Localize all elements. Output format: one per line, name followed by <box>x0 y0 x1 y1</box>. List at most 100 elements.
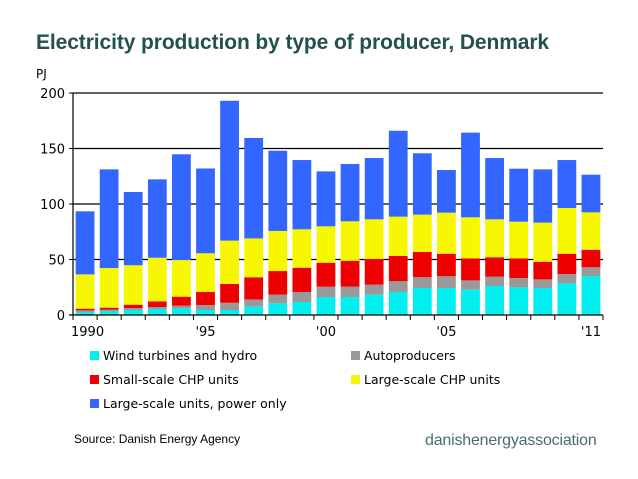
bar-segment-2001-s2 <box>340 260 360 287</box>
bar-segment-2007-s4 <box>485 158 504 220</box>
bar-segment-2011-s0 <box>581 276 601 315</box>
bar-segment-2000-s0 <box>316 297 336 315</box>
bar-segment-2001-s3 <box>340 221 360 261</box>
bar-segment-2011-s3 <box>581 212 601 250</box>
legend-swatch-wind <box>90 351 99 360</box>
bar-segment-1995-s1 <box>196 305 215 311</box>
bar-segment-1993-s0 <box>147 309 167 315</box>
x-tick-label: '95 <box>195 325 215 340</box>
bar-segment-2011-s4 <box>581 174 601 213</box>
bar-segment-1996-s4 <box>220 100 239 241</box>
y-tick-label: 200 <box>40 87 65 102</box>
bar-segment-2000-s3 <box>316 226 336 263</box>
x-tick-label: 1990 <box>71 325 104 340</box>
bar-segment-1999-s4 <box>292 160 312 230</box>
bar-segment-1999-s3 <box>292 229 312 268</box>
legend-item-small-chp: Small-scale CHP units <box>90 372 239 387</box>
bar-segment-2001-s1 <box>340 286 360 298</box>
bar-segment-2008-s2 <box>509 258 529 279</box>
bar-segment-1995-s4 <box>196 168 215 254</box>
bar-segment-1991-s1 <box>99 309 119 311</box>
bar-segment-1990-s0 <box>75 312 95 315</box>
bar-segment-1992-s3 <box>123 265 143 305</box>
bar-segment-2007-s2 <box>485 257 504 277</box>
bar-segment-2000-s4 <box>316 171 336 227</box>
bar-segment-2011-s2 <box>581 249 601 268</box>
bar-segment-2007-s3 <box>485 219 504 258</box>
bar-segment-1993-s3 <box>147 257 167 302</box>
bar-segment-2004-s3 <box>412 214 432 252</box>
bar-segment-1997-s2 <box>244 277 264 300</box>
bar-segment-1996-s2 <box>220 283 239 303</box>
bar-segment-1996-s0 <box>220 310 239 315</box>
brand-logo-text: danishenergyassociation <box>425 432 597 449</box>
bar-segment-2005-s3 <box>437 212 456 254</box>
bar-segment-1991-s3 <box>99 268 119 308</box>
bar-segment-2008-s0 <box>509 287 529 315</box>
bar-segment-1994-s2 <box>172 296 191 306</box>
bar-segment-1999-s0 <box>292 302 312 315</box>
bar-segment-2009-s0 <box>533 288 553 315</box>
bar-segment-1995-s2 <box>196 292 215 306</box>
bar-segment-2004-s0 <box>412 288 432 315</box>
bar-segment-1995-s3 <box>196 253 215 293</box>
bar-segment-2009-s2 <box>533 261 553 280</box>
bar-segment-2002-s2 <box>364 258 384 285</box>
legend-item-autoproducers: Autoproducers <box>351 348 456 363</box>
bar-segment-1998-s3 <box>268 230 288 272</box>
legend-label-large-chp: Large-scale CHP units <box>364 372 501 387</box>
legend-item-large-power-only: Large-scale units, power only <box>90 396 287 411</box>
source-note: Source: Danish Energy Agency <box>74 432 241 446</box>
legend-item-large-chp: Large-scale CHP units <box>351 372 500 387</box>
bar-segment-2003-s0 <box>388 292 408 315</box>
bar-segment-2009-s1 <box>533 279 553 289</box>
bar-segment-2009-s4 <box>533 169 553 223</box>
legend-swatch-small-chp <box>90 375 99 384</box>
y-tick-label: 0 <box>57 309 65 324</box>
chart-title: Electricity production by type of produc… <box>36 31 550 54</box>
bar-segment-2002-s3 <box>364 219 384 259</box>
bar-segment-2001-s0 <box>340 297 360 315</box>
bar-segment-2002-s4 <box>364 158 384 220</box>
bar-segment-2010-s4 <box>557 160 577 208</box>
bar-segment-2001-s4 <box>340 164 360 222</box>
bar-segment-2005-s4 <box>437 170 456 213</box>
bar-segment-2008-s1 <box>509 278 529 288</box>
bar-segment-1997-s1 <box>244 299 264 307</box>
bar-segment-1992-s0 <box>123 310 143 315</box>
bar-segment-1996-s3 <box>220 240 239 284</box>
bar-segment-1994-s1 <box>172 305 191 309</box>
bar-segment-2010-s0 <box>557 283 577 315</box>
bar-segment-2003-s3 <box>388 216 408 256</box>
bar-segment-1993-s2 <box>147 301 167 308</box>
legend-label-large-power-only: Large-scale units, power only <box>103 396 287 411</box>
y-axis-unit-label: PJ <box>36 67 47 81</box>
legend-label-autoproducers: Autoproducers <box>364 348 456 363</box>
bar-segment-2008-s3 <box>509 221 529 259</box>
bar-segment-1990-s1 <box>75 310 95 312</box>
bar-segment-1998-s0 <box>268 303 288 315</box>
legend-swatch-large-chp <box>351 375 360 384</box>
bar-segment-2006-s4 <box>461 132 480 218</box>
bar-segment-1994-s0 <box>172 308 191 315</box>
bar-segment-1994-s4 <box>172 154 191 261</box>
bar-segment-1990-s2 <box>75 308 95 311</box>
bar-segment-1990-s4 <box>75 211 95 275</box>
bar-segment-1998-s1 <box>268 294 288 304</box>
bar-segment-2010-s1 <box>557 274 577 284</box>
bar-segment-2009-s3 <box>533 222 553 262</box>
bar-segment-2005-s2 <box>437 253 456 277</box>
bar-segment-1999-s2 <box>292 267 312 293</box>
legend-label-small-chp: Small-scale CHP units <box>103 372 239 387</box>
bar-segment-1998-s4 <box>268 150 288 231</box>
bar-segment-2003-s4 <box>388 130 408 217</box>
bar-segment-2006-s3 <box>461 217 480 259</box>
bar-segment-2005-s1 <box>437 276 456 289</box>
bar-segment-1992-s1 <box>123 308 143 311</box>
axes <box>69 92 604 320</box>
bar-segment-2002-s0 <box>364 294 384 315</box>
x-tick-label: '05 <box>436 325 456 340</box>
bar-segment-1996-s1 <box>220 302 239 310</box>
bar-segment-2004-s2 <box>412 251 432 278</box>
